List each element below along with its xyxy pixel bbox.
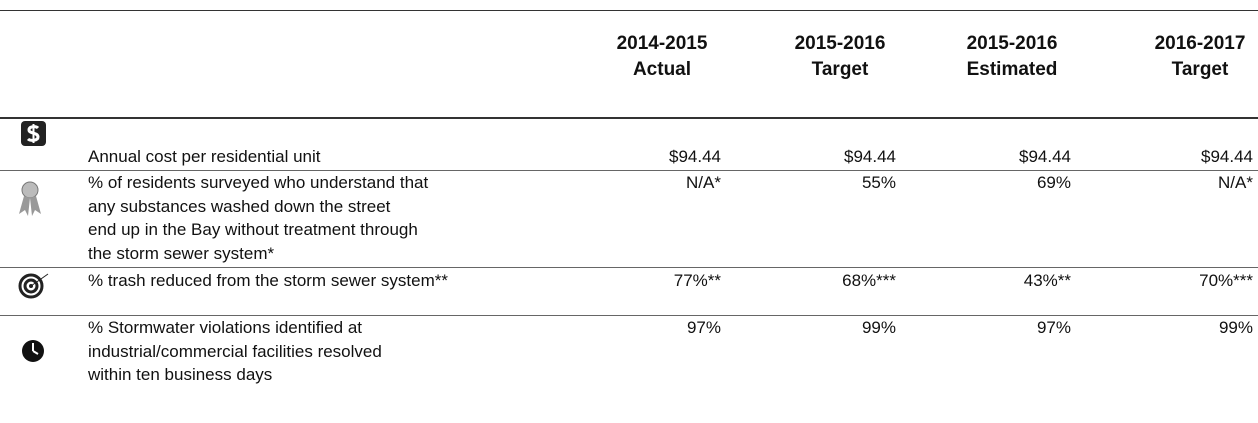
clock-icon (22, 340, 44, 362)
column-header: Target (1171, 59, 1229, 80)
cell-value: $94.44 (844, 147, 896, 166)
cell-value: N/A* (686, 173, 721, 192)
row-label: industrial/commercial facilities resolve… (88, 341, 382, 361)
cell-value: $94.44 (1201, 147, 1253, 166)
column-header: 2015-2016 (966, 33, 1058, 54)
row-label: end up in the Bay without treatment thro… (88, 220, 418, 239)
column-header: 2016-2017 (1154, 33, 1246, 54)
row-rule (0, 267, 1258, 268)
cell-value: 55% (861, 173, 896, 192)
cell-value: 43%** (1023, 271, 1071, 290)
cell-value: $94.44 (1019, 147, 1071, 166)
row-rule (0, 170, 1258, 171)
ribbon-icon (19, 181, 41, 216)
cell-value: 69% (1036, 173, 1071, 192)
row-label: % trash reduced from the storm sewer sys… (88, 271, 448, 290)
row-label: within ten business days (88, 365, 273, 384)
row-label: Annual cost per residential unit (88, 147, 321, 166)
cell-value: 99% (861, 318, 896, 337)
row-rule (0, 315, 1258, 316)
target-icon (18, 273, 49, 299)
column-header: 2014-2015 (616, 33, 708, 54)
cell-value: 97% (1036, 318, 1071, 337)
column-header: Target (811, 59, 869, 80)
cell-value: $94.44 (669, 147, 721, 166)
cell-value: 77%** (673, 271, 721, 290)
cell-value: 68%*** (842, 271, 896, 290)
top-rule (0, 10, 1258, 11)
header-rule (0, 117, 1258, 119)
row-label: % of residents surveyed who understand t… (88, 173, 429, 192)
dollar-icon (21, 121, 46, 146)
cell-value: N/A* (1218, 173, 1253, 192)
column-header: Actual (632, 59, 692, 80)
column-header: 2015-2016 (794, 33, 886, 54)
row-label: any substances washed down the street (88, 196, 391, 216)
column-header: Estimated (966, 59, 1058, 80)
row-label: the storm sewer system* (88, 243, 275, 263)
row-label: % Stormwater violations identified at (88, 318, 363, 337)
cell-value: 99% (1218, 318, 1253, 337)
cell-value: 97% (686, 318, 721, 337)
cell-value: 70%*** (1199, 271, 1253, 290)
